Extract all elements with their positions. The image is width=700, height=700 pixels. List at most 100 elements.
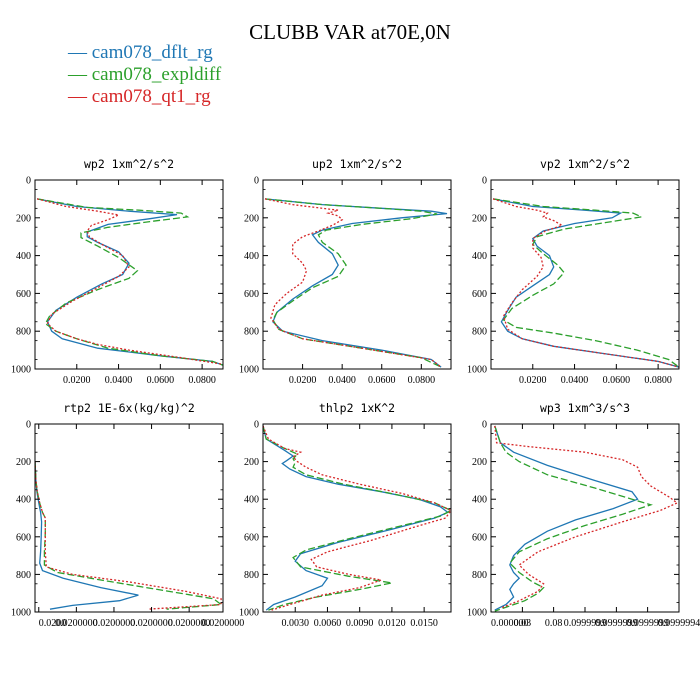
y-tick-label: 400 [472, 495, 487, 506]
x-tick-label: 0.0600 [368, 375, 396, 386]
legend-label: cam078_expldiff [91, 64, 222, 85]
plot-frame [262, 179, 452, 370]
x-tick-label: 0.0800 [408, 375, 436, 386]
x-tick-label: 0.0150 [410, 618, 438, 629]
y-tick-label: 800 [472, 570, 487, 581]
series-line [494, 425, 679, 609]
x-tick-label: 0.08 [545, 618, 563, 629]
plot-frame [490, 179, 680, 370]
series-line [264, 198, 448, 368]
y-tick-label: 200 [244, 457, 259, 468]
y-tick-label: 600 [244, 532, 259, 543]
x-tick-label: 0.0400 [561, 375, 589, 386]
y-tick-label: 200 [472, 213, 487, 224]
x-tick-label: 0.0999999 [595, 618, 638, 629]
x-tick-label: 0.0200 [519, 375, 547, 386]
y-tick-label: 400 [472, 251, 487, 262]
series-line [264, 198, 442, 368]
panel-title: vp2 1xm^2/s^2 [540, 157, 630, 171]
x-tick-label: 0.0200000 [130, 618, 173, 629]
y-tick-label: 400 [16, 251, 31, 262]
legend-item-qt1: — cam078_qt1_rg [68, 86, 211, 108]
x-tick-label: 0.0800 [188, 375, 216, 386]
panel-6: wp3 1xm^3/s^3020040060080010000.0000000.… [467, 401, 700, 629]
y-tick-label: 0 [26, 420, 31, 431]
plot-frame [262, 423, 452, 613]
series-line [36, 198, 223, 365]
x-tick-label: 0.0600 [603, 375, 631, 386]
y-tick-label: 0 [26, 176, 31, 187]
series-line [263, 425, 451, 611]
x-tick-label: 0.0999999 [626, 618, 669, 629]
series-line [492, 198, 679, 368]
legend-item-dflt: — cam078_dflt_rg [68, 42, 213, 64]
x-tick-label: 0.000000 [491, 618, 529, 629]
x-tick-label: 0.0200 [39, 618, 66, 629]
x-tick-label: 0.0400 [328, 375, 356, 386]
x-tick-label: 0.0120 [378, 618, 406, 629]
y-tick-label: 1000 [11, 365, 31, 376]
y-tick-label: 1000 [467, 608, 487, 619]
chart-title: CLUBB VAR at70E,0N [249, 20, 451, 44]
y-tick-label: 1000 [239, 365, 259, 376]
y-tick-label: 600 [244, 289, 259, 300]
x-tick-label: 0.0200000 [202, 618, 245, 629]
panel-5: thlp2 1xK^2 0 200 400 600 800 1000 0.0030 0.0060… [239, 401, 452, 629]
series-line [35, 461, 222, 610]
y-tick-label: 0 [482, 420, 487, 431]
series-line [35, 461, 139, 610]
panel-4: rtp2 1E-6x(kg/kg)^2 0 200 400 600 800 1000 0.02… [11, 401, 244, 629]
x-tick-label: 0.0060 [314, 618, 342, 629]
series-line [493, 198, 679, 368]
y-tick-label: 400 [244, 495, 259, 506]
y-tick-label: 200 [244, 213, 259, 224]
y-tick-label: 0 [482, 176, 487, 187]
y-tick-label: 0 [254, 420, 259, 431]
series-line [264, 198, 442, 368]
plot-frame [34, 423, 224, 613]
y-tick-label: 800 [16, 327, 31, 338]
panel-title: thlp2 1xK^2 [319, 401, 395, 415]
y-tick-label: 1000 [11, 608, 31, 619]
y-tick-label: 800 [472, 327, 487, 338]
series-line [36, 198, 223, 366]
series-line [492, 198, 679, 368]
series-line [494, 425, 653, 612]
x-tick-label: 0.0400 [105, 375, 133, 386]
legend-dash: — [68, 42, 92, 63]
legend-label: cam078_qt1_rg [91, 86, 211, 107]
y-tick-label: 800 [244, 327, 259, 338]
panel-title: wp3 1xm^3/s^3 [540, 401, 630, 415]
y-tick-label: 800 [244, 570, 259, 581]
legend-label: cam078_dflt_rg [91, 42, 213, 63]
y-tick-label: 200 [16, 213, 31, 224]
x-tick-label: 0.0999999 [564, 618, 607, 629]
x-tick-label: 0.0090 [346, 618, 374, 629]
x-tick-label: 0.0030 [281, 618, 309, 629]
y-tick-label: 600 [472, 289, 487, 300]
y-tick-label: 400 [244, 251, 259, 262]
y-tick-label: 600 [16, 289, 31, 300]
y-tick-label: 200 [16, 457, 31, 468]
y-tick-label: 600 [472, 532, 487, 543]
panel-title: rtp2 1E-6x(kg/kg)^2 [63, 401, 195, 415]
plot-frame [34, 179, 224, 370]
legend-dash: — [68, 64, 92, 85]
y-tick-label: 1000 [467, 365, 487, 376]
series-line [263, 425, 451, 611]
panel-title: up2 1xm^2/s^2 [312, 157, 402, 171]
x-tick-label: 0.0800 [644, 375, 672, 386]
x-tick-label: 0.0999994 [658, 618, 700, 629]
y-tick-label: 400 [16, 495, 31, 506]
x-tick-label: 0.0600 [147, 375, 175, 386]
panel-2: up2 1xm^2/s^2 0 200 400 600 800 1000 0.0200 0.04… [239, 157, 452, 386]
legend-dash: — [68, 86, 92, 107]
series-line [35, 461, 223, 610]
y-tick-label: 600 [16, 532, 31, 543]
panel-title: wp2 1xm^2/s^2 [84, 157, 174, 171]
series-line [263, 425, 450, 611]
x-tick-label: 0.0200 [289, 375, 317, 386]
x-tick-label: 0.0200000 [168, 618, 211, 629]
y-tick-label: 0 [254, 176, 259, 187]
y-tick-label: 800 [16, 570, 31, 581]
